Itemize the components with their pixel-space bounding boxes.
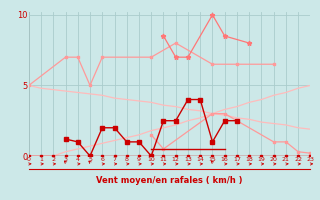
- X-axis label: Vent moyen/en rafales ( km/h ): Vent moyen/en rafales ( km/h ): [96, 176, 243, 185]
